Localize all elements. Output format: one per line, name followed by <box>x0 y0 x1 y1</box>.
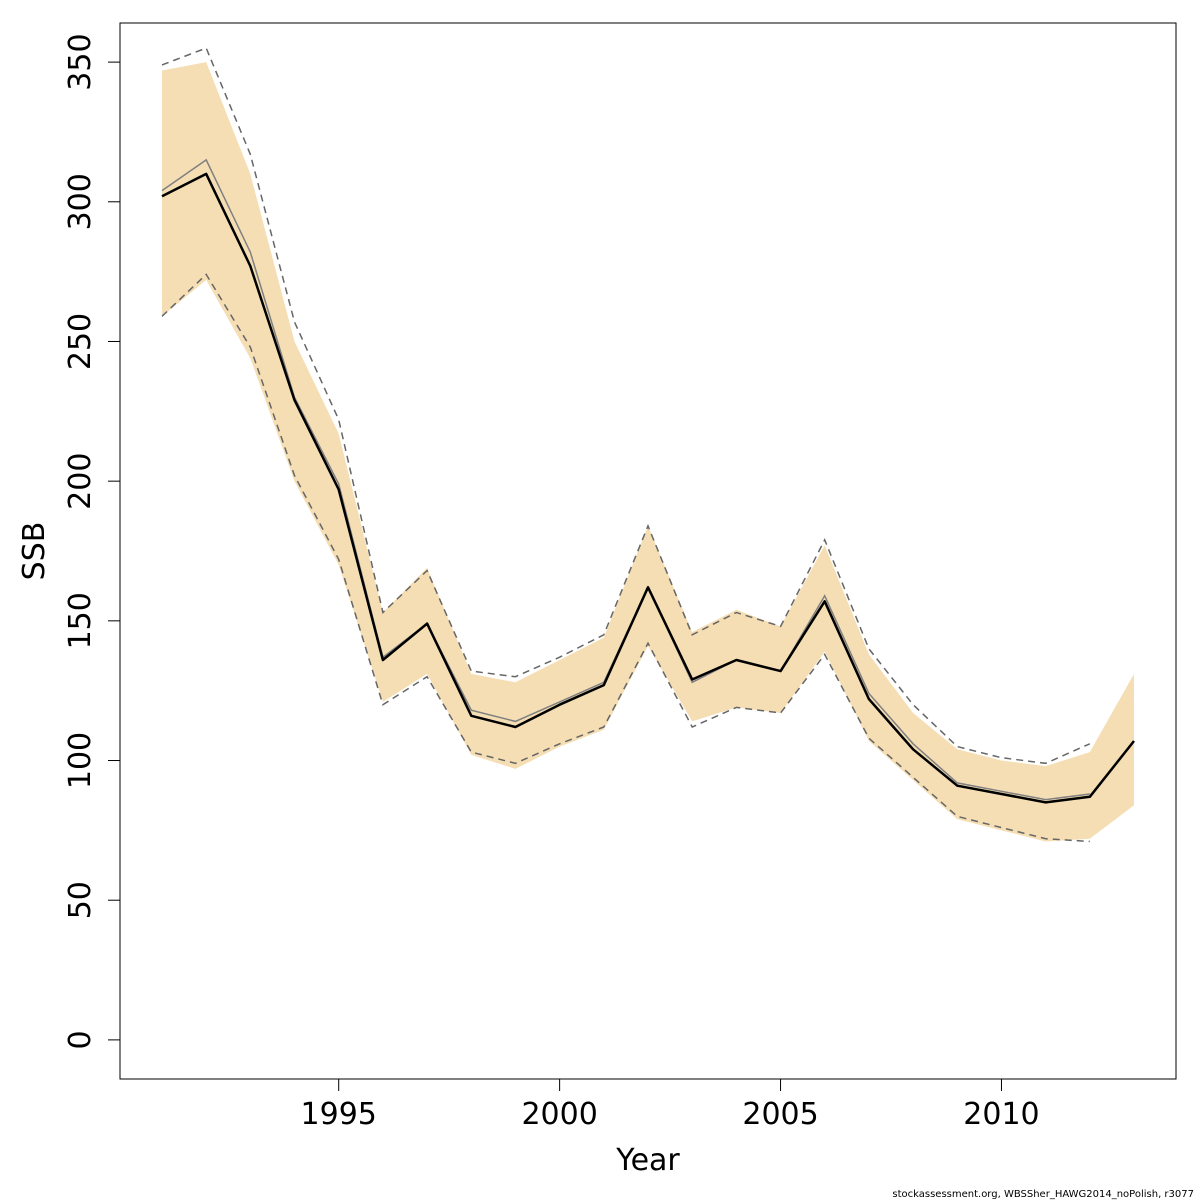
previous-lower-bound-line <box>161 273 1090 843</box>
y-axis: 0 50 100 150 200 250 300 350 <box>63 33 121 1049</box>
y-axis-title: SSB <box>17 522 52 581</box>
y-tick-label: 0 <box>63 1030 98 1049</box>
footer-credit: stockassessment.org, WBSSher_HAWG2014_no… <box>892 1189 1194 1200</box>
y-tick-label: 350 <box>63 33 98 90</box>
y-tick-label: 50 <box>63 881 98 919</box>
y-tick-label: 150 <box>63 592 98 649</box>
x-tick-label: 2010 <box>963 1097 1039 1132</box>
y-tick-label: 200 <box>63 453 98 510</box>
confidence-band <box>162 62 1134 842</box>
x-axis-title: Year <box>615 1143 680 1178</box>
y-tick-label: 100 <box>63 732 98 789</box>
x-axis: 1995 2000 2005 2010 <box>301 1078 1040 1132</box>
y-tick-label: 300 <box>63 173 98 230</box>
previous-bounds-layer <box>161 47 1091 843</box>
confidence-band-layer <box>162 62 1134 842</box>
x-tick-label: 2000 <box>521 1097 597 1132</box>
y-tick-label: 250 <box>63 313 98 370</box>
ssb-estimate-line <box>161 172 1135 804</box>
x-tick-label: 1995 <box>301 1097 377 1132</box>
x-tick-label: 2005 <box>742 1097 818 1132</box>
previous-upper-bound-line <box>161 47 1091 765</box>
lines-layer <box>161 158 1135 804</box>
